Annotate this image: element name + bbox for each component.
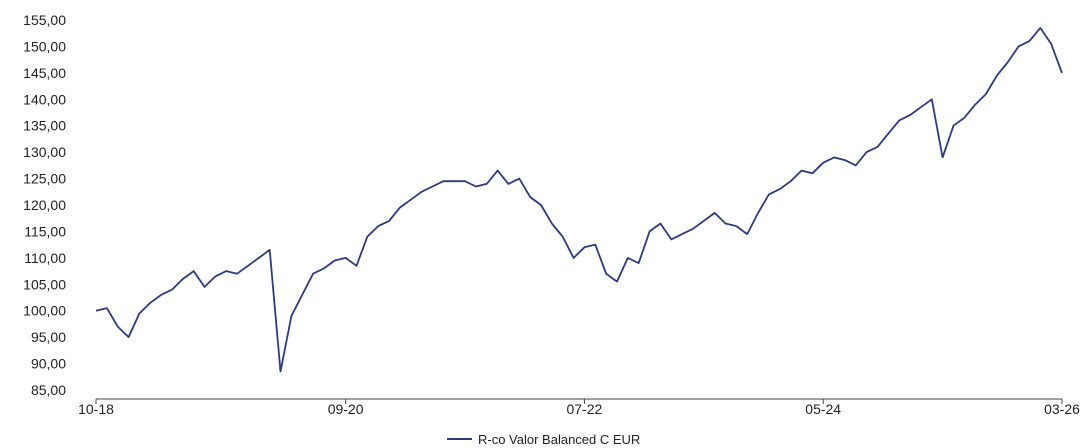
y-tick-label: 115,00: [24, 223, 66, 239]
series-line: [95, 26, 1063, 373]
y-tick-label: 105,00: [23, 276, 66, 292]
y-tick-label: 85,00: [31, 382, 66, 398]
x-tick-label: 05-24: [805, 401, 841, 417]
y-tick-label: 100,00: [23, 303, 66, 319]
y-tick-label: 140,00: [23, 91, 66, 107]
x-tick-label: 03-26: [1044, 401, 1080, 417]
legend: R-co Valor Balanced C EUR: [447, 432, 640, 447]
y-tick-label: 155,00: [23, 12, 66, 28]
x-axis: 10-18 09-20 07-22 05-24 03-26: [78, 398, 1080, 417]
x-tick-label: 09-20: [328, 401, 364, 417]
y-tick-label: 110,00: [24, 250, 66, 266]
legend-label: R-co Valor Balanced C EUR: [478, 432, 640, 447]
y-tick-label: 90,00: [31, 356, 66, 372]
x-tick-label: 07-22: [566, 401, 602, 417]
y-tick-label: 135,00: [23, 118, 66, 134]
plot-area: [95, 26, 1063, 373]
x-tick-label: 10-18: [78, 401, 114, 417]
y-tick-label: 125,00: [23, 171, 66, 187]
y-tick-label: 130,00: [23, 144, 66, 160]
y-tick-label: 95,00: [31, 329, 66, 345]
y-tick-label: 120,00: [23, 197, 66, 213]
y-axis: 85,00 90,00 95,00 100,00 105,00 110,00 115,00 1…: [23, 12, 66, 398]
y-tick-label: 145,00: [23, 65, 66, 81]
y-tick-label: 150,00: [23, 38, 66, 54]
